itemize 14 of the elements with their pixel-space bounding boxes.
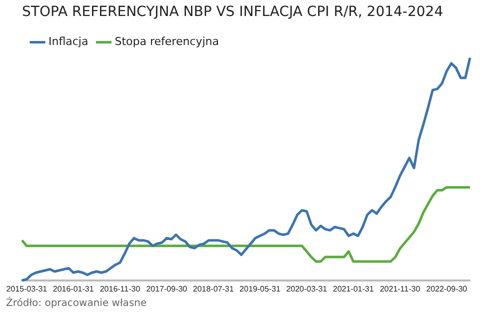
x-tick-label: 2015-03-31 [6,284,48,294]
legend-label: Stopa referencyjna [114,35,220,48]
chart-title: STOPA REFERENCYJNA NBP VS INFLACJA CPI R/R, 2014-2024 [22,4,444,20]
x-tick-label: 2018-07-31 [192,284,234,294]
x-tick-label: 2020-03-31 [286,284,328,294]
legend-label: Inflacja [48,35,88,48]
x-tick-label: 2016-11-30 [100,284,141,294]
x-tick-label: 2021-01-31 [332,284,374,294]
x-tick-label: 2021-11-30 [380,284,421,294]
x-tick-label: 2017-09-30 [146,284,188,294]
x-tick-label: 2016-01-31 [52,284,94,294]
x-tick-label: 2019-05-31 [240,284,282,294]
x-tick-label: 2022-09-30 [426,284,468,294]
text: Źródło: opracowanie własne [5,298,148,309]
